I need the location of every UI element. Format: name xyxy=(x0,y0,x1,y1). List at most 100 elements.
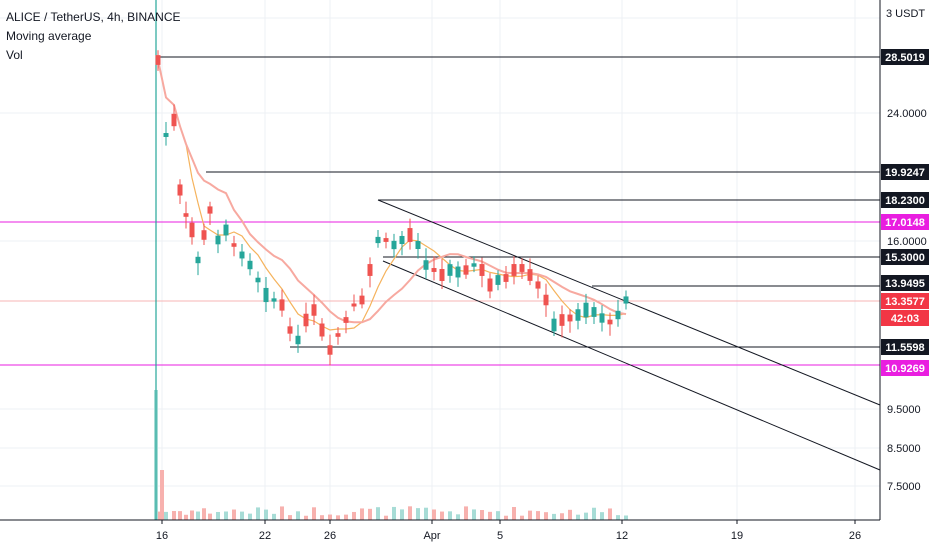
chart-legend: ALICE / TetherUS, 4h, BINANCE Moving ave… xyxy=(6,8,181,65)
candle-body xyxy=(207,206,213,214)
volume-bar xyxy=(304,515,308,520)
volume-bar xyxy=(172,511,176,520)
volume-bar xyxy=(320,515,324,520)
moving-average-slow-line[interactable] xyxy=(157,59,627,324)
candle-body xyxy=(375,236,381,244)
candle-body xyxy=(615,310,621,320)
volume-bar xyxy=(184,514,188,520)
candle-body xyxy=(607,319,613,325)
volume-bar xyxy=(392,506,396,520)
moving-average-label[interactable]: Moving average xyxy=(6,29,92,43)
volume-bar xyxy=(216,511,220,520)
candle-body xyxy=(351,303,357,307)
candle-body xyxy=(551,318,557,332)
price-tag[interactable]: 15.3000 xyxy=(881,249,929,265)
candle-body xyxy=(183,213,189,217)
volume-bar xyxy=(384,515,388,520)
volume-bar xyxy=(464,506,468,520)
volume-bar xyxy=(456,514,460,520)
countdown-tag: 42:03 xyxy=(881,310,929,326)
candle-body xyxy=(559,314,565,326)
volume-bar xyxy=(416,508,420,520)
candle-body xyxy=(177,184,183,196)
trend-line-lower[interactable] xyxy=(382,260,881,471)
price-tag[interactable]: 10.9269 xyxy=(881,360,929,376)
price-tag[interactable]: 13.9495 xyxy=(881,275,929,291)
time-axis-label: Apr xyxy=(423,530,440,542)
price-axis-label: 8.5000 xyxy=(887,443,921,455)
volume-bar xyxy=(568,509,572,520)
volume-bar xyxy=(164,511,168,520)
candle-body xyxy=(575,309,581,321)
volume-bar xyxy=(592,507,596,520)
candle-body xyxy=(367,264,373,276)
volume-bar xyxy=(536,511,540,520)
candle-body xyxy=(343,317,349,323)
candle-body xyxy=(195,256,201,264)
candle-body xyxy=(311,304,317,316)
volume-bar xyxy=(256,507,260,520)
price-tag[interactable]: 28.5019 xyxy=(881,49,929,65)
volume-bar xyxy=(424,507,428,520)
volume-bar xyxy=(496,511,500,520)
candle-body xyxy=(447,264,453,276)
price-tag-value: 28.5019 xyxy=(885,52,925,64)
volume-bar xyxy=(408,506,412,520)
candle-body xyxy=(171,113,177,127)
candle-body xyxy=(543,294,549,306)
volume-label[interactable]: Vol xyxy=(6,48,23,62)
volume-bar xyxy=(504,515,508,520)
price-tag-box xyxy=(881,360,929,376)
candle-body xyxy=(201,230,207,240)
price-axis-label: 24.0000 xyxy=(887,108,927,120)
price-tag-value: 11.5598 xyxy=(885,342,924,354)
candle-body xyxy=(471,263,477,267)
price-tag[interactable]: 11.5598 xyxy=(881,339,929,355)
symbol-title[interactable]: ALICE / TetherUS, 4h, BINANCE xyxy=(6,10,181,24)
candle-body xyxy=(527,269,533,281)
price-tag-value: 10.9269 xyxy=(885,363,925,375)
countdown-value: 42:03 xyxy=(891,313,919,325)
price-tag[interactable]: 18.2300 xyxy=(881,192,929,208)
candle-body xyxy=(359,295,365,305)
candle-body xyxy=(391,240,397,250)
volume-bar xyxy=(336,515,340,520)
candle-body xyxy=(383,238,389,242)
candle-body xyxy=(263,287,269,303)
candle-body xyxy=(295,335,301,345)
price-tag-box xyxy=(881,192,929,208)
volume-bar xyxy=(328,514,332,520)
candle-body xyxy=(439,268,445,282)
price-tag-value: 15.3000 xyxy=(885,252,925,264)
price-tag[interactable]: 13.3577 xyxy=(881,293,929,309)
time-axis-label: 19 xyxy=(731,530,743,542)
time-axis-label: 26 xyxy=(849,530,861,542)
volume-bar xyxy=(544,512,548,520)
price-tag-value: 13.3577 xyxy=(885,296,925,308)
volume-bar xyxy=(376,507,380,520)
volume-bar xyxy=(202,508,206,520)
price-tag-box xyxy=(881,275,929,291)
volume-bar xyxy=(196,511,200,520)
candle-body xyxy=(599,313,605,323)
volume-bar xyxy=(296,511,300,520)
volume-bar xyxy=(448,511,452,520)
currency-label[interactable]: 3 USDT xyxy=(886,8,926,20)
volume-bar xyxy=(160,470,164,520)
candle-body xyxy=(487,278,493,292)
candle-body xyxy=(335,333,341,337)
price-tag-box xyxy=(881,164,929,180)
price-tag[interactable]: 19.9247 xyxy=(881,164,929,180)
candle-body xyxy=(319,323,325,337)
price-tag[interactable]: 17.0148 xyxy=(881,214,929,230)
candle-body xyxy=(327,345,333,355)
volume-bar xyxy=(208,513,212,520)
candle-body xyxy=(511,264,517,276)
trend-line-upper[interactable] xyxy=(377,199,881,406)
moving-average-fast-line[interactable] xyxy=(157,59,627,331)
price-axis-label: 9.5000 xyxy=(887,404,921,416)
candle-body xyxy=(287,326,293,334)
candle-body xyxy=(189,222,195,238)
